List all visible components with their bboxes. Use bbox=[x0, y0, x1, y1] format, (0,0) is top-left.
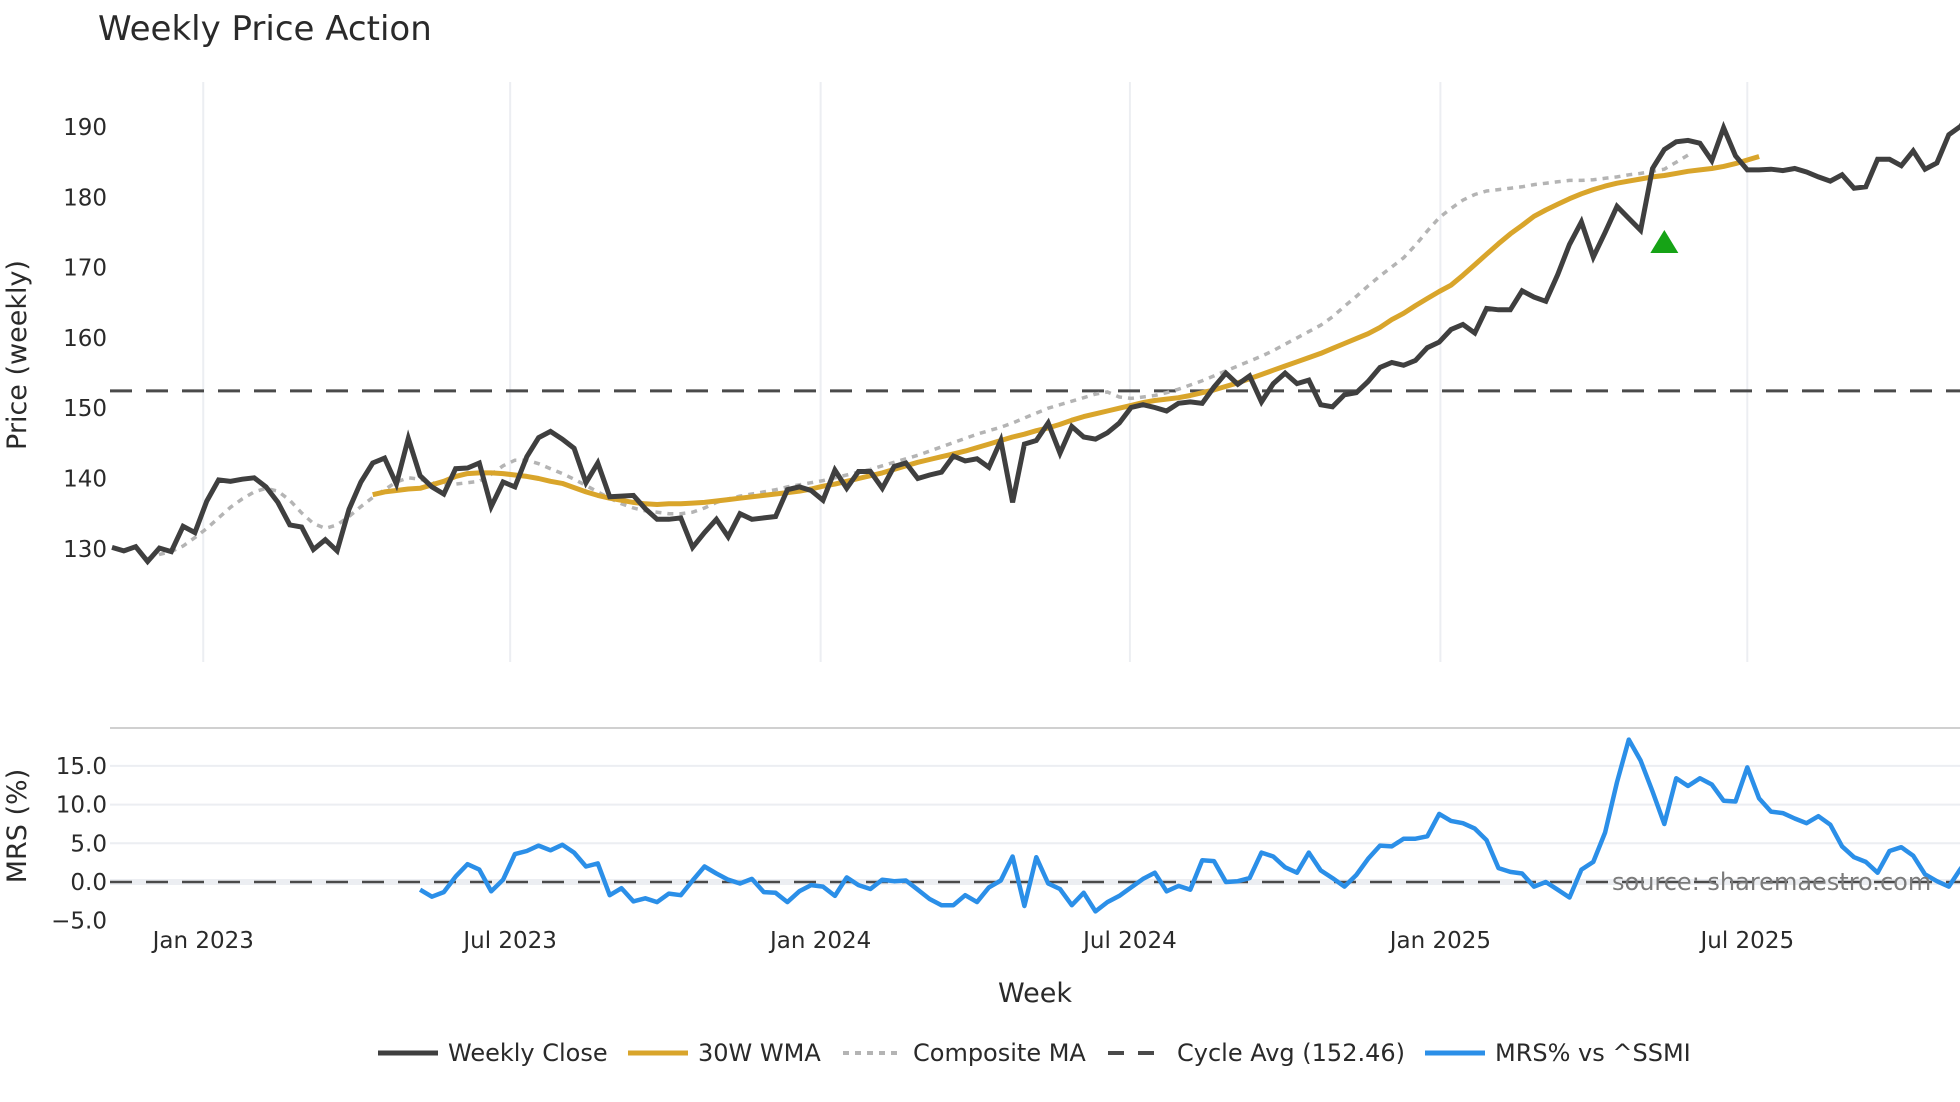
legend-item-weekly-close[interactable]: Weekly Close bbox=[378, 1039, 608, 1067]
price-vertical-gridlines bbox=[202, 82, 1749, 662]
legend-label: Weekly Close bbox=[448, 1039, 608, 1067]
y-tick-label: 0.0 bbox=[70, 870, 107, 896]
y-tick-label: 150 bbox=[63, 396, 107, 422]
y-tick-label: 170 bbox=[63, 256, 107, 282]
x-tick-label: Jul 2025 bbox=[1698, 928, 1794, 954]
price-y-tick-labels: 130 140 150 160 170 180 190 bbox=[63, 115, 107, 563]
x-tick-label: Jul 2023 bbox=[461, 928, 557, 954]
weekly-close-line bbox=[111, 120, 1960, 566]
legend-item-composite-ma[interactable]: Composite MA bbox=[843, 1039, 1086, 1067]
x-tick-label: Jan 2025 bbox=[1388, 928, 1491, 954]
legend-item-30w-wma[interactable]: 30W WMA bbox=[628, 1039, 821, 1067]
wma-30w-line bbox=[372, 154, 1760, 507]
chart-title: Weekly Price Action bbox=[98, 9, 432, 49]
legend-label: Composite MA bbox=[913, 1039, 1086, 1067]
x-tick-labels: Jan 2023 Jul 2023 Jan 2024 Jul 2024 Jan 2025… bbox=[151, 928, 1795, 954]
x-tick-label: Jan 2023 bbox=[151, 928, 254, 954]
mrs-line bbox=[418, 737, 1960, 914]
source-annotation: source: sharemaestro.com bbox=[1612, 868, 1931, 896]
x-tick-label: Jan 2024 bbox=[768, 928, 871, 954]
x-tick-label: Jul 2024 bbox=[1081, 928, 1177, 954]
legend: Weekly Close 30W WMA Composite MA Cycle … bbox=[378, 1039, 1691, 1067]
composite-ma-line bbox=[147, 153, 1689, 561]
y-tick-label: 180 bbox=[63, 185, 107, 211]
price-y-axis-title: Price (weekly) bbox=[2, 260, 33, 450]
x-axis-title: Week bbox=[998, 978, 1072, 1009]
legend-item-mrs[interactable]: MRS% vs ^SSMI bbox=[1425, 1039, 1691, 1067]
buy-signal-triangle-icon bbox=[1650, 229, 1679, 253]
legend-label: Cycle Avg (152.46) bbox=[1177, 1039, 1405, 1067]
mrs-panel: −5.0 0.0 5.0 10.0 15.0 MRS (%) source: share… bbox=[2, 737, 1960, 935]
mrs-horizontal-gridlines bbox=[110, 764, 1960, 885]
y-tick-label: 190 bbox=[63, 115, 107, 141]
price-panel: 130 140 150 160 170 180 190 Price (weekly) bbox=[2, 82, 1960, 662]
legend-item-cycle-avg[interactable]: Cycle Avg (152.46) bbox=[1108, 1039, 1405, 1067]
y-tick-label: 5.0 bbox=[70, 831, 107, 857]
y-tick-label: 15.0 bbox=[56, 754, 107, 780]
legend-label: MRS% vs ^SSMI bbox=[1495, 1039, 1691, 1067]
y-tick-label: 160 bbox=[63, 326, 107, 352]
y-tick-label: 140 bbox=[63, 467, 107, 493]
y-tick-label: 10.0 bbox=[56, 793, 107, 819]
mrs-y-tick-labels: −5.0 0.0 5.0 10.0 15.0 bbox=[51, 754, 107, 935]
legend-label: 30W WMA bbox=[698, 1039, 821, 1067]
mrs-y-axis-title: MRS (%) bbox=[2, 769, 33, 884]
y-tick-label: −5.0 bbox=[51, 909, 107, 935]
y-tick-label: 130 bbox=[63, 537, 107, 563]
